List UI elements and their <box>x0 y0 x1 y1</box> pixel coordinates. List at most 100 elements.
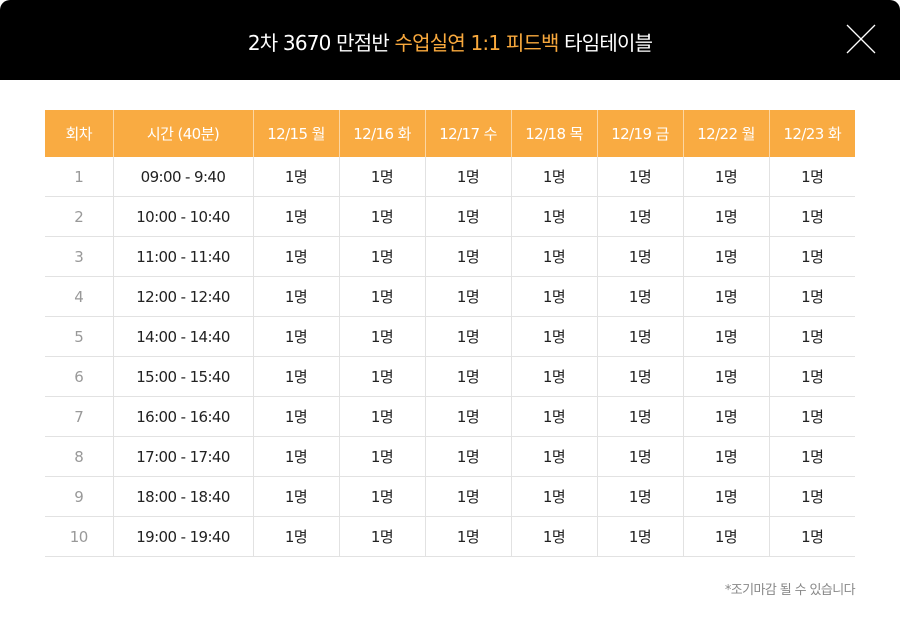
capacity-cell: 1명 <box>510 316 597 357</box>
modal-title: 2차 3670 만점반 수업실연 1:1 피드백 타임테이블 <box>0 27 900 56</box>
session-number: 8 <box>45 436 113 477</box>
capacity-cell: 1명 <box>768 157 855 197</box>
capacity-cell: 1명 <box>768 276 855 317</box>
close-icon[interactable] <box>846 24 876 54</box>
capacity-cell: 1명 <box>510 476 597 517</box>
session-time: 18:00 - 18:40 <box>112 476 253 517</box>
capacity-cell: 1명 <box>424 356 511 397</box>
session-number: 2 <box>45 196 113 237</box>
capacity-cell: 1명 <box>510 157 597 197</box>
column-header: 12/18 목 <box>510 110 597 157</box>
table-row: 1 09:00 - 9:40 1명 1명 1명 1명 1명 1명 1명 <box>45 157 855 197</box>
capacity-cell: 1명 <box>768 316 855 357</box>
session-number: 9 <box>45 476 113 517</box>
capacity-cell: 1명 <box>252 476 339 517</box>
session-number: 7 <box>45 396 113 437</box>
capacity-cell: 1명 <box>682 316 769 357</box>
capacity-cell: 1명 <box>596 157 683 197</box>
capacity-cell: 1명 <box>424 476 511 517</box>
capacity-cell: 1명 <box>596 316 683 357</box>
capacity-cell: 1명 <box>424 396 511 437</box>
capacity-cell: 1명 <box>596 516 683 557</box>
column-header: 12/19 금 <box>596 110 683 157</box>
table-row: 9 18:00 - 18:40 1명 1명 1명 1명 1명 1명 1명 <box>45 476 855 517</box>
capacity-cell: 1명 <box>424 436 511 477</box>
capacity-cell: 1명 <box>252 276 339 317</box>
capacity-cell: 1명 <box>510 396 597 437</box>
capacity-cell: 1명 <box>596 476 683 517</box>
early-close-note: *조기마감 될 수 있습니다 <box>724 583 856 598</box>
capacity-cell: 1명 <box>338 196 425 237</box>
table-row: 10 19:00 - 19:40 1명 1명 1명 1명 1명 1명 1명 <box>45 516 855 557</box>
session-time: 11:00 - 11:40 <box>112 236 253 277</box>
capacity-cell: 1명 <box>338 276 425 317</box>
session-time: 17:00 - 17:40 <box>112 436 253 477</box>
session-time: 15:00 - 15:40 <box>112 356 253 397</box>
session-number: 5 <box>45 316 113 357</box>
capacity-cell: 1명 <box>252 236 339 277</box>
table-row: 5 14:00 - 14:40 1명 1명 1명 1명 1명 1명 1명 <box>45 316 855 357</box>
session-number: 6 <box>45 356 113 397</box>
capacity-cell: 1명 <box>596 196 683 237</box>
capacity-cell: 1명 <box>252 516 339 557</box>
session-number: 3 <box>45 236 113 277</box>
session-number: 1 <box>45 157 113 197</box>
column-header: 12/22 월 <box>682 110 769 157</box>
capacity-cell: 1명 <box>510 276 597 317</box>
title-text-end: 타임테이블 <box>558 31 653 55</box>
capacity-cell: 1명 <box>338 236 425 277</box>
title-text: 2차 3670 만점반 <box>247 31 395 55</box>
capacity-cell: 1명 <box>338 396 425 437</box>
capacity-cell: 1명 <box>338 157 425 197</box>
session-number: 10 <box>45 516 113 557</box>
capacity-cell: 1명 <box>510 436 597 477</box>
capacity-cell: 1명 <box>252 396 339 437</box>
capacity-cell: 1명 <box>682 236 769 277</box>
capacity-cell: 1명 <box>682 476 769 517</box>
column-header: 12/23 화 <box>768 110 855 157</box>
capacity-cell: 1명 <box>768 236 855 277</box>
table-row: 7 16:00 - 16:40 1명 1명 1명 1명 1명 1명 1명 <box>45 396 855 437</box>
capacity-cell: 1명 <box>424 276 511 317</box>
capacity-cell: 1명 <box>252 356 339 397</box>
column-header: 12/17 수 <box>424 110 511 157</box>
capacity-cell: 1명 <box>252 436 339 477</box>
table-row: 8 17:00 - 17:40 1명 1명 1명 1명 1명 1명 1명 <box>45 436 855 477</box>
capacity-cell: 1명 <box>252 157 339 197</box>
capacity-cell: 1명 <box>510 196 597 237</box>
session-time: 10:00 - 10:40 <box>112 196 253 237</box>
capacity-cell: 1명 <box>252 316 339 357</box>
table-row: 4 12:00 - 12:40 1명 1명 1명 1명 1명 1명 1명 <box>45 276 855 317</box>
capacity-cell: 1명 <box>424 157 511 197</box>
capacity-cell: 1명 <box>682 157 769 197</box>
capacity-cell: 1명 <box>768 436 855 477</box>
capacity-cell: 1명 <box>596 396 683 437</box>
session-time: 19:00 - 19:40 <box>112 516 253 557</box>
timetable: 회차 시간 (40분) 12/15 월 12/16 화 12/17 수 12/18 목 12… <box>45 110 855 557</box>
capacity-cell: 1명 <box>768 396 855 437</box>
capacity-cell: 1명 <box>338 316 425 357</box>
capacity-cell: 1명 <box>596 276 683 317</box>
capacity-cell: 1명 <box>338 476 425 517</box>
session-time: 14:00 - 14:40 <box>112 316 253 357</box>
column-header: 12/15 월 <box>252 110 339 157</box>
capacity-cell: 1명 <box>510 516 597 557</box>
capacity-cell: 1명 <box>768 516 855 557</box>
capacity-cell: 1명 <box>510 356 597 397</box>
capacity-cell: 1명 <box>510 236 597 277</box>
session-number: 4 <box>45 276 113 317</box>
capacity-cell: 1명 <box>682 396 769 437</box>
capacity-cell: 1명 <box>424 196 511 237</box>
capacity-cell: 1명 <box>424 316 511 357</box>
session-time: 09:00 - 9:40 <box>112 157 253 197</box>
capacity-cell: 1명 <box>338 436 425 477</box>
capacity-cell: 1명 <box>682 436 769 477</box>
capacity-cell: 1명 <box>682 516 769 557</box>
session-time: 16:00 - 16:40 <box>112 396 253 437</box>
capacity-cell: 1명 <box>596 356 683 397</box>
capacity-cell: 1명 <box>682 356 769 397</box>
capacity-cell: 1명 <box>424 516 511 557</box>
capacity-cell: 1명 <box>768 356 855 397</box>
title-highlight: 수업실연 1:1 피드백 <box>394 31 560 55</box>
capacity-cell: 1명 <box>682 276 769 317</box>
